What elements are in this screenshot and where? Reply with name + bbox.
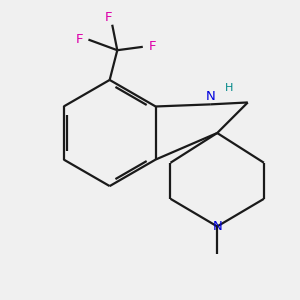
Text: F: F: [148, 40, 156, 53]
Text: N: N: [206, 90, 216, 103]
Text: H: H: [224, 83, 233, 93]
Text: F: F: [105, 11, 112, 24]
Text: F: F: [75, 33, 83, 46]
Text: N: N: [212, 220, 222, 233]
